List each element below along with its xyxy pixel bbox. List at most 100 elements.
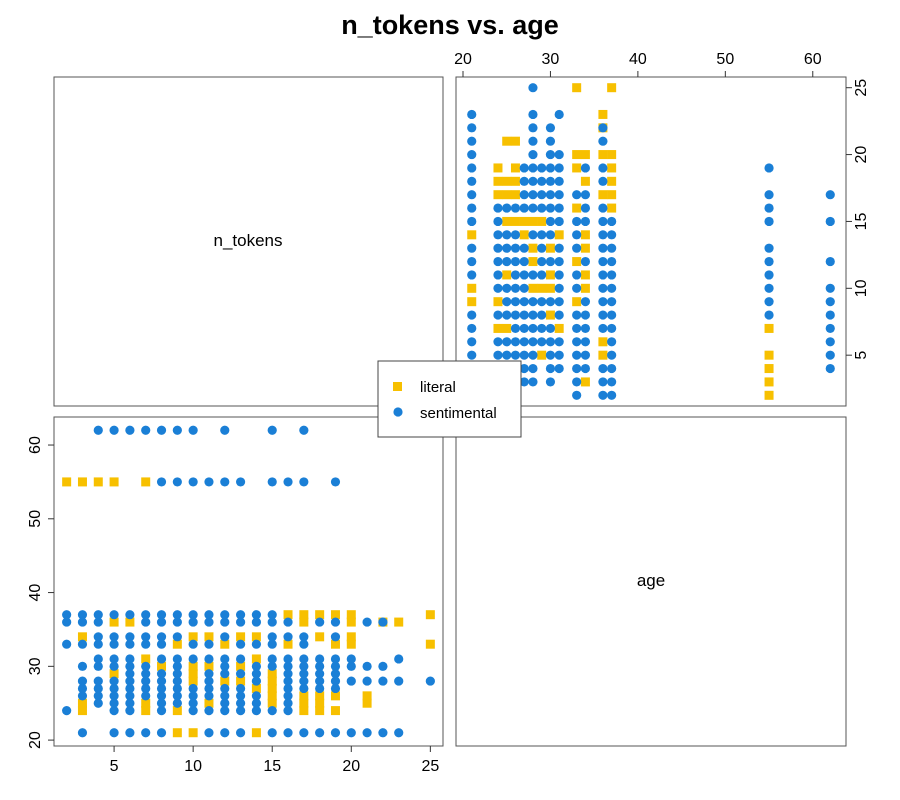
point-literal bbox=[236, 632, 246, 642]
point-sentimental bbox=[77, 610, 88, 620]
point-literal bbox=[545, 243, 555, 253]
point-literal bbox=[394, 617, 404, 627]
point-sentimental bbox=[93, 661, 103, 671]
point-sentimental bbox=[519, 283, 529, 293]
point-sentimental bbox=[299, 676, 309, 686]
point-sentimental bbox=[545, 136, 556, 146]
point-sentimental bbox=[346, 654, 356, 664]
point-sentimental bbox=[235, 691, 246, 701]
point-sentimental bbox=[598, 390, 608, 400]
point-sentimental bbox=[283, 477, 293, 487]
point-literal bbox=[493, 190, 503, 200]
point-literal bbox=[572, 163, 582, 173]
point-sentimental bbox=[519, 203, 529, 213]
point-literal bbox=[537, 216, 547, 226]
point-sentimental bbox=[93, 676, 103, 686]
point-sentimental bbox=[467, 163, 477, 173]
legend-box bbox=[377, 360, 522, 438]
point-sentimental bbox=[141, 639, 151, 649]
point-sentimental bbox=[188, 639, 198, 649]
point-literal bbox=[545, 270, 555, 280]
point-sentimental bbox=[607, 390, 617, 400]
point-sentimental bbox=[554, 350, 564, 360]
point-sentimental bbox=[156, 610, 167, 620]
point-sentimental bbox=[572, 216, 582, 227]
point-sentimental bbox=[493, 337, 503, 347]
point-sentimental bbox=[528, 163, 538, 173]
point-sentimental bbox=[554, 310, 564, 320]
x-tick-label: 60 bbox=[804, 51, 822, 68]
point-sentimental bbox=[545, 256, 556, 267]
x-tick-label: 20 bbox=[342, 758, 360, 775]
point-sentimental bbox=[172, 425, 182, 435]
point-sentimental bbox=[764, 256, 774, 267]
point-literal bbox=[220, 639, 230, 649]
point-literal bbox=[764, 323, 774, 333]
point-sentimental bbox=[141, 661, 151, 671]
point-sentimental bbox=[267, 639, 277, 649]
point-sentimental bbox=[607, 377, 617, 387]
point-sentimental bbox=[251, 617, 262, 627]
point-sentimental bbox=[572, 363, 582, 374]
point-sentimental bbox=[502, 350, 512, 360]
point-sentimental bbox=[346, 676, 356, 686]
point-sentimental bbox=[267, 661, 277, 671]
point-literal bbox=[330, 610, 340, 620]
point-sentimental bbox=[77, 691, 88, 701]
point-sentimental bbox=[493, 243, 503, 253]
point-sentimental bbox=[598, 297, 608, 307]
point-literal bbox=[299, 610, 309, 620]
point-literal bbox=[528, 243, 538, 253]
point-sentimental bbox=[125, 698, 135, 708]
point-sentimental bbox=[109, 425, 119, 435]
point-sentimental bbox=[764, 163, 774, 173]
point-sentimental bbox=[510, 337, 521, 347]
panel-bottom-left-scatter bbox=[53, 416, 444, 747]
point-sentimental bbox=[109, 683, 119, 694]
point-literal bbox=[502, 190, 512, 200]
point-sentimental bbox=[554, 109, 564, 120]
point-literal bbox=[109, 477, 119, 487]
point-sentimental bbox=[93, 425, 103, 435]
point-sentimental bbox=[283, 691, 293, 701]
point-sentimental bbox=[93, 617, 103, 627]
point-literal bbox=[493, 323, 503, 333]
point-sentimental bbox=[267, 610, 277, 620]
point-literal bbox=[510, 216, 520, 226]
point-sentimental bbox=[545, 203, 556, 213]
point-sentimental bbox=[598, 230, 608, 240]
point-sentimental bbox=[62, 639, 72, 649]
point-literal bbox=[598, 150, 608, 160]
point-sentimental bbox=[528, 337, 538, 347]
point-literal bbox=[315, 691, 325, 701]
point-literal bbox=[580, 176, 590, 186]
point-literal bbox=[425, 610, 435, 620]
point-sentimental bbox=[62, 705, 72, 716]
legend-label-literal: literal bbox=[420, 379, 456, 396]
point-sentimental bbox=[510, 270, 521, 280]
point-sentimental bbox=[502, 243, 512, 253]
point-sentimental bbox=[251, 639, 262, 649]
point-sentimental bbox=[156, 728, 167, 738]
point-sentimental bbox=[825, 297, 835, 307]
point-sentimental bbox=[502, 203, 512, 213]
point-sentimental bbox=[378, 676, 388, 686]
point-literal bbox=[537, 350, 547, 360]
point-literal bbox=[220, 676, 230, 686]
point-sentimental bbox=[580, 190, 591, 200]
point-sentimental bbox=[554, 176, 564, 186]
point-literal bbox=[346, 617, 356, 627]
point-sentimental bbox=[251, 661, 262, 671]
point-literal bbox=[580, 230, 590, 240]
point-literal bbox=[598, 109, 608, 119]
point-sentimental bbox=[580, 163, 591, 173]
point-sentimental bbox=[528, 363, 538, 374]
point-literal bbox=[607, 163, 617, 173]
point-sentimental bbox=[235, 669, 246, 679]
point-sentimental bbox=[299, 661, 309, 671]
point-sentimental bbox=[545, 123, 556, 133]
point-sentimental bbox=[62, 617, 72, 627]
point-sentimental bbox=[467, 123, 477, 133]
point-sentimental bbox=[125, 705, 135, 716]
point-sentimental bbox=[510, 350, 521, 360]
